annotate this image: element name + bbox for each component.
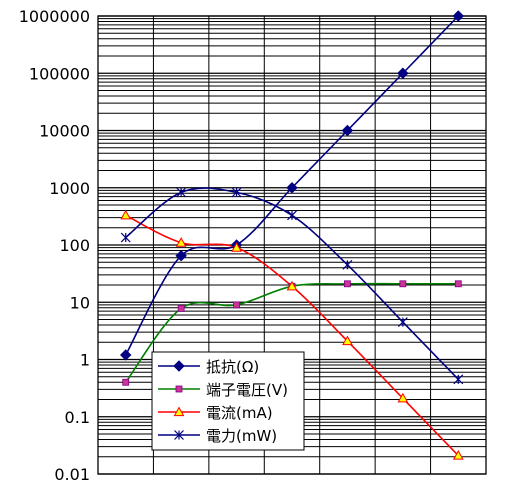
legend-label: 電力(mW) — [206, 427, 277, 445]
y-tick-label: 1 — [80, 351, 90, 370]
data-point-marker — [287, 210, 297, 221]
y-tick-label: 10 — [70, 293, 90, 312]
data-point-marker — [233, 301, 240, 309]
data-point-marker — [342, 335, 353, 346]
data-point-marker — [342, 259, 353, 270]
legend-label: 端子電圧(V) — [206, 381, 288, 399]
y-tick-label: 10000 — [39, 122, 90, 141]
data-point-marker — [286, 280, 298, 291]
y-tick-label: 0.01 — [54, 465, 90, 484]
legend-item: 電流(mA) — [158, 404, 273, 422]
data-point-marker — [175, 385, 183, 393]
series-markers — [120, 10, 464, 460]
data-point-marker — [177, 305, 185, 312]
legend: 抵抗(Ω) 端子電圧(V) 電流(mA) 電力(mW) — [151, 351, 305, 451]
y-tick-label: 1000 — [49, 179, 90, 198]
y-tick-label: 1000000 — [19, 7, 90, 26]
data-point-marker — [452, 10, 464, 22]
legend-label: 電流(mA) — [206, 404, 273, 422]
plot-area-border — [97, 15, 487, 475]
y-tick-label: 100000 — [29, 64, 90, 83]
data-point-marker — [397, 67, 409, 79]
data-point-marker — [231, 242, 242, 252]
legend-item: 電力(mW) — [158, 427, 277, 445]
data-point-marker — [173, 406, 185, 417]
data-point-marker — [397, 317, 408, 328]
legend-item: 抵抗(Ω) — [158, 358, 259, 376]
y-tick-label: 0.1 — [65, 408, 90, 427]
data-point-marker — [120, 209, 132, 220]
data-point-marker — [122, 378, 130, 386]
y-axis-ticks: 0.01 0.1 1 10 100 1000 10000 100000 1000000 — [19, 7, 90, 484]
data-point-marker — [175, 250, 187, 262]
data-point-marker — [286, 182, 298, 194]
data-point-marker — [231, 187, 242, 198]
data-point-marker — [454, 280, 462, 288]
legend-item: 端子電圧(V) — [158, 381, 288, 399]
data-point-marker — [120, 349, 132, 361]
data-point-marker — [174, 430, 184, 440]
data-point-marker — [173, 360, 185, 372]
data-point-marker — [453, 374, 464, 385]
data-point-marker — [397, 392, 409, 403]
data-point-marker — [120, 232, 131, 243]
legend-label: 抵抗(Ω) — [206, 358, 259, 376]
y-tick-label: 100 — [59, 236, 90, 255]
data-point-marker — [176, 187, 187, 198]
data-point-marker — [175, 237, 187, 247]
data-point-marker — [399, 280, 407, 288]
data-point-marker — [344, 280, 351, 288]
data-point-marker — [341, 124, 354, 137]
data-point-marker — [452, 450, 464, 460]
